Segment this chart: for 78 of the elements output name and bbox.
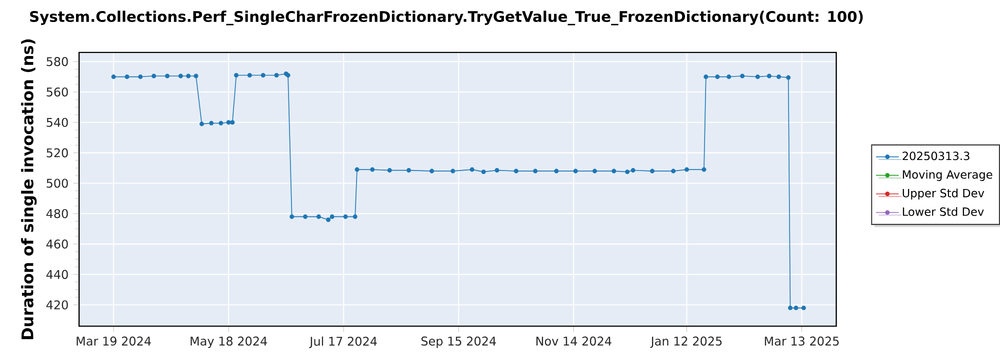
x-tick-label: Mar 13 2025 <box>764 336 839 346</box>
point <box>801 305 806 310</box>
x-tick-label: Nov 14 2024 <box>536 336 612 346</box>
point <box>234 72 239 78</box>
point <box>218 120 224 126</box>
point <box>625 169 630 174</box>
point <box>612 168 616 174</box>
y-tick-label: 420 <box>46 300 68 310</box>
point <box>630 168 636 172</box>
legend-label: Upper Std Dev <box>902 188 984 200</box>
point <box>387 168 392 172</box>
point <box>650 168 655 174</box>
point <box>702 167 706 172</box>
point <box>592 168 597 174</box>
point <box>316 214 321 219</box>
legend-label: Lower Std Dev <box>902 206 984 216</box>
legend-label: Moving Average <box>902 170 992 181</box>
point <box>343 214 348 219</box>
point <box>740 74 745 78</box>
x-tick-label: Jan 12 2025 <box>650 336 722 348</box>
point <box>111 74 116 79</box>
point <box>726 74 732 79</box>
point <box>704 74 708 79</box>
point <box>786 75 791 80</box>
y-tick-label: 500 <box>46 178 68 188</box>
point <box>326 217 331 222</box>
y-tick-label: 460 <box>46 239 68 248</box>
point <box>755 74 760 79</box>
point <box>766 74 772 78</box>
point <box>684 167 690 172</box>
point <box>186 74 191 78</box>
point <box>370 167 375 172</box>
point <box>274 72 279 78</box>
chart-title: System.Collections.Perf_SingleCharFrozenDictionary.TryGetValue_True_FrozenDictionary(Count: 100) <box>30 10 863 26</box>
point <box>164 74 170 78</box>
y-tick-label: 480 <box>46 208 68 218</box>
point <box>573 168 578 174</box>
x-tick-label: Sep 15 2024 <box>421 336 496 348</box>
point <box>260 72 266 78</box>
y-tick-label: 560 <box>46 87 68 96</box>
x-tick-label: Jul 17 2024 <box>309 336 377 348</box>
y-tick-label: 580 <box>46 56 68 66</box>
point <box>352 214 358 219</box>
point <box>178 74 183 78</box>
point <box>481 169 486 174</box>
point <box>788 305 793 310</box>
point <box>199 121 204 126</box>
y-axis-title: Duration of single invocation (ns) <box>21 39 37 339</box>
point <box>494 168 500 172</box>
point <box>247 72 252 78</box>
y-tick-label: 440 <box>46 270 68 279</box>
y-tick-label: 520 <box>46 148 68 158</box>
point <box>303 214 308 219</box>
point <box>450 168 456 174</box>
point <box>138 74 143 79</box>
legend-label: 20250313.3 <box>902 151 970 160</box>
point <box>470 167 474 172</box>
point <box>406 168 412 172</box>
point <box>226 120 231 124</box>
x-tick-label: May 18 2024 <box>190 336 267 348</box>
point <box>290 214 294 219</box>
point <box>715 74 720 79</box>
point <box>776 74 782 79</box>
point <box>794 305 798 310</box>
point <box>514 168 518 174</box>
point <box>152 74 156 78</box>
point <box>209 120 214 126</box>
point <box>430 168 434 174</box>
x-tick-label: Mar 19 2024 <box>76 336 151 346</box>
point <box>330 214 334 219</box>
point <box>354 167 360 172</box>
y-tick-label: 540 <box>46 118 68 127</box>
point <box>554 168 559 174</box>
point <box>671 168 676 174</box>
point <box>230 120 235 124</box>
point <box>533 168 538 174</box>
point <box>194 74 198 78</box>
point <box>124 74 130 79</box>
